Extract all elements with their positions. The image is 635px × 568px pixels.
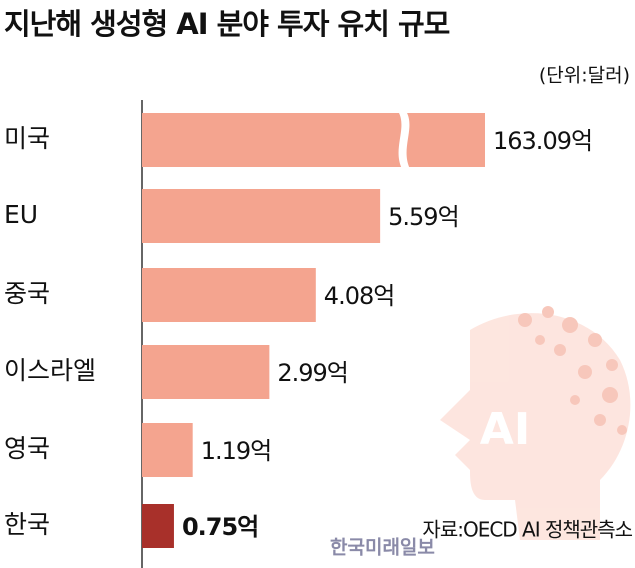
- watermark: 한국미래일보: [330, 537, 435, 559]
- bar: [142, 113, 485, 167]
- bar: [142, 504, 174, 548]
- unit-label: (단위:달러): [539, 65, 630, 87]
- value-label: 1.19억: [201, 437, 272, 465]
- category-label: 이스라엘: [4, 356, 96, 385]
- value-label: 163.09억: [493, 127, 592, 155]
- bar: [142, 268, 316, 322]
- illustration-text: AI: [480, 404, 530, 455]
- category-label: 중국: [4, 279, 50, 308]
- ai-illustration: AI: [440, 306, 631, 540]
- chart-title: 지난해 생성형 AI 분야 투자 유치 규모: [4, 7, 450, 41]
- bar: [142, 345, 270, 399]
- axis-break: [398, 111, 410, 169]
- bar: [142, 423, 193, 477]
- value-label: 4.08억: [324, 282, 395, 310]
- value-label: 2.99억: [277, 359, 348, 387]
- category-label: 미국: [4, 124, 50, 153]
- category-label: 한국: [4, 510, 50, 539]
- bar: [142, 189, 381, 243]
- category-label: EU: [4, 200, 38, 229]
- source: 자료:OECD AI 정책관측소: [422, 518, 632, 542]
- value-label: 5.59억: [388, 203, 459, 231]
- category-label: 영국: [4, 434, 50, 463]
- value-label: 0.75억: [182, 513, 258, 541]
